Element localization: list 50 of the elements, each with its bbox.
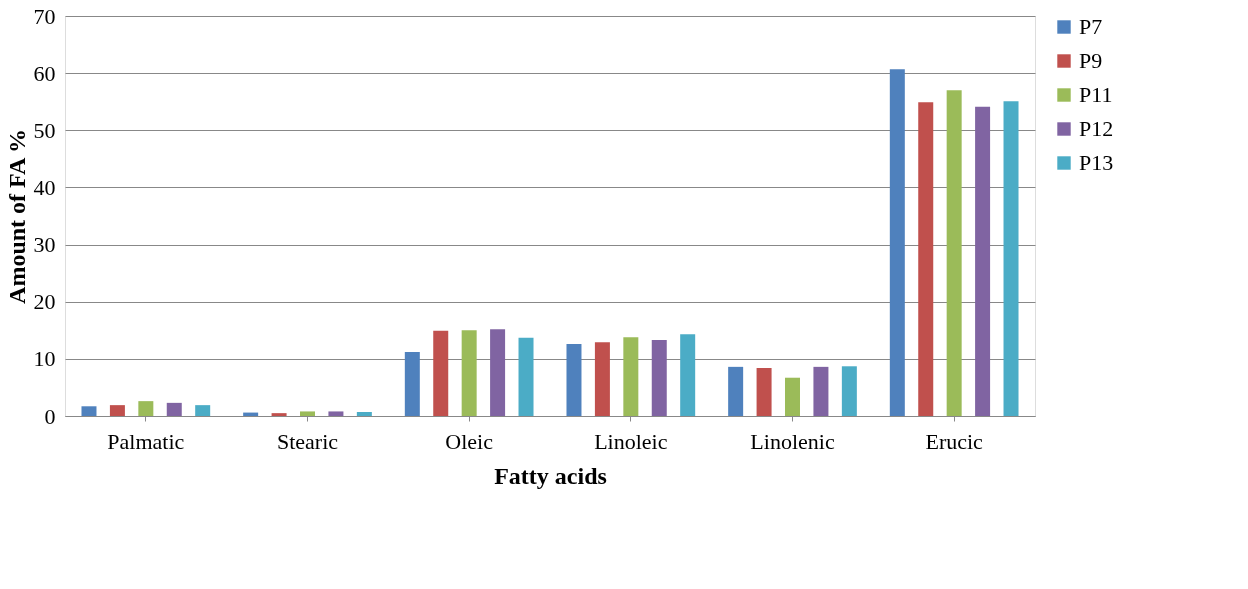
x-tick-label: Linoleic <box>594 428 668 454</box>
bar <box>594 342 610 416</box>
bar <box>623 337 639 416</box>
bar <box>813 366 829 416</box>
bar <box>918 102 934 416</box>
bar <box>785 377 800 416</box>
bar <box>518 337 534 416</box>
bar <box>404 352 420 416</box>
bar <box>109 405 125 416</box>
bar <box>356 412 372 416</box>
y-tick-label: 70 <box>33 3 56 29</box>
y-tick-label: 30 <box>33 232 56 258</box>
bar <box>300 411 315 416</box>
bar <box>1003 101 1019 416</box>
y-tick-label: 50 <box>33 117 56 143</box>
y-tick-label: 20 <box>33 289 56 315</box>
x-tick-label: Palmatic <box>107 428 185 454</box>
x-tick-label: Stearic <box>276 428 339 454</box>
bar <box>946 90 962 416</box>
bar <box>841 366 857 416</box>
y-tick-label: 40 <box>33 174 56 200</box>
x-tick-label: Linolenic <box>750 428 835 454</box>
legend-label: P7 <box>1079 14 1103 39</box>
x-axis-title: Fatty acids <box>494 462 607 489</box>
y-tick-label: 0 <box>44 403 56 429</box>
y-tick-label: 10 <box>33 346 56 372</box>
bar <box>651 340 667 416</box>
bar <box>490 329 506 416</box>
bar <box>566 344 582 416</box>
bar <box>271 413 287 416</box>
legend-label: P12 <box>1079 116 1114 141</box>
bar <box>81 406 97 416</box>
y-axis-title: Amount of FA % <box>3 129 30 304</box>
legend-label: P11 <box>1079 82 1113 107</box>
bar <box>461 330 477 416</box>
bar <box>195 405 211 416</box>
bar <box>975 106 991 416</box>
bar <box>889 69 905 416</box>
bar <box>138 401 154 416</box>
legend-label: P9 <box>1079 48 1103 73</box>
x-tick-label: Oleic <box>445 428 494 454</box>
bar <box>728 366 744 416</box>
bar <box>166 402 182 416</box>
x-tick-label: Erucic <box>925 428 984 454</box>
y-tick-label: 60 <box>33 60 56 86</box>
bar <box>680 334 696 416</box>
bar <box>756 368 772 416</box>
legend-label: P13 <box>1079 150 1114 175</box>
bar <box>433 330 449 416</box>
bar <box>328 411 344 416</box>
